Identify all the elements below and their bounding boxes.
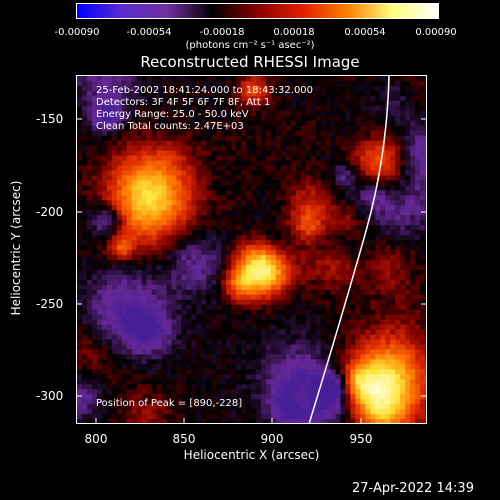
timestamp: 27-Apr-2022 14:39 — [352, 481, 474, 496]
colorbar-tick: -0.00018 — [199, 27, 245, 38]
y-tick-label: -250 — [36, 297, 64, 311]
x-tick-label: 800 — [84, 432, 108, 446]
y-tick-label: -300 — [36, 389, 64, 403]
image-panel: 25-Feb-2002 18:41:24.000 to 18:43:32.000… — [76, 75, 427, 424]
colorbar-tick: 0.00018 — [273, 27, 315, 38]
info-time: 25-Feb-2002 18:41:24.000 to 18:43:32.000 — [96, 85, 314, 96]
colorbar — [76, 3, 439, 19]
y-axis-label: Heliocentric Y (arcsec) — [9, 180, 23, 316]
info-energy: Energy Range: 25.0 - 50.0 keV — [96, 109, 249, 120]
colorbar-tick: -0.00090 — [54, 27, 100, 38]
info-detectors: Detectors: 3F 4F 5F 6F 7F 8F, Att 1 — [96, 97, 271, 108]
x-tick-label: 950 — [349, 432, 373, 446]
y-tick-label: -150 — [36, 112, 64, 126]
colorbar-tick: -0.00054 — [126, 27, 172, 38]
image-title: Reconstructed RHESSI Image — [140, 53, 360, 71]
x-axis-label: Heliocentric X (arcsec) — [183, 448, 320, 462]
heatmap-image — [77, 76, 426, 423]
y-tick-label: -200 — [36, 205, 64, 219]
peak-position: Position of Peak = [890,-228] — [96, 398, 243, 409]
colorbar-tick: 0.00090 — [415, 27, 457, 38]
colorbar-units: (photons cm⁻² s⁻¹ asec⁻²) — [185, 40, 315, 51]
limb-line — [308, 76, 390, 423]
info-counts: Clean Total counts: 2.47E+03 — [96, 121, 244, 132]
x-tick-label: 850 — [172, 432, 196, 446]
x-tick-label: 900 — [260, 432, 284, 446]
colorbar-tick: 0.00054 — [344, 27, 386, 38]
